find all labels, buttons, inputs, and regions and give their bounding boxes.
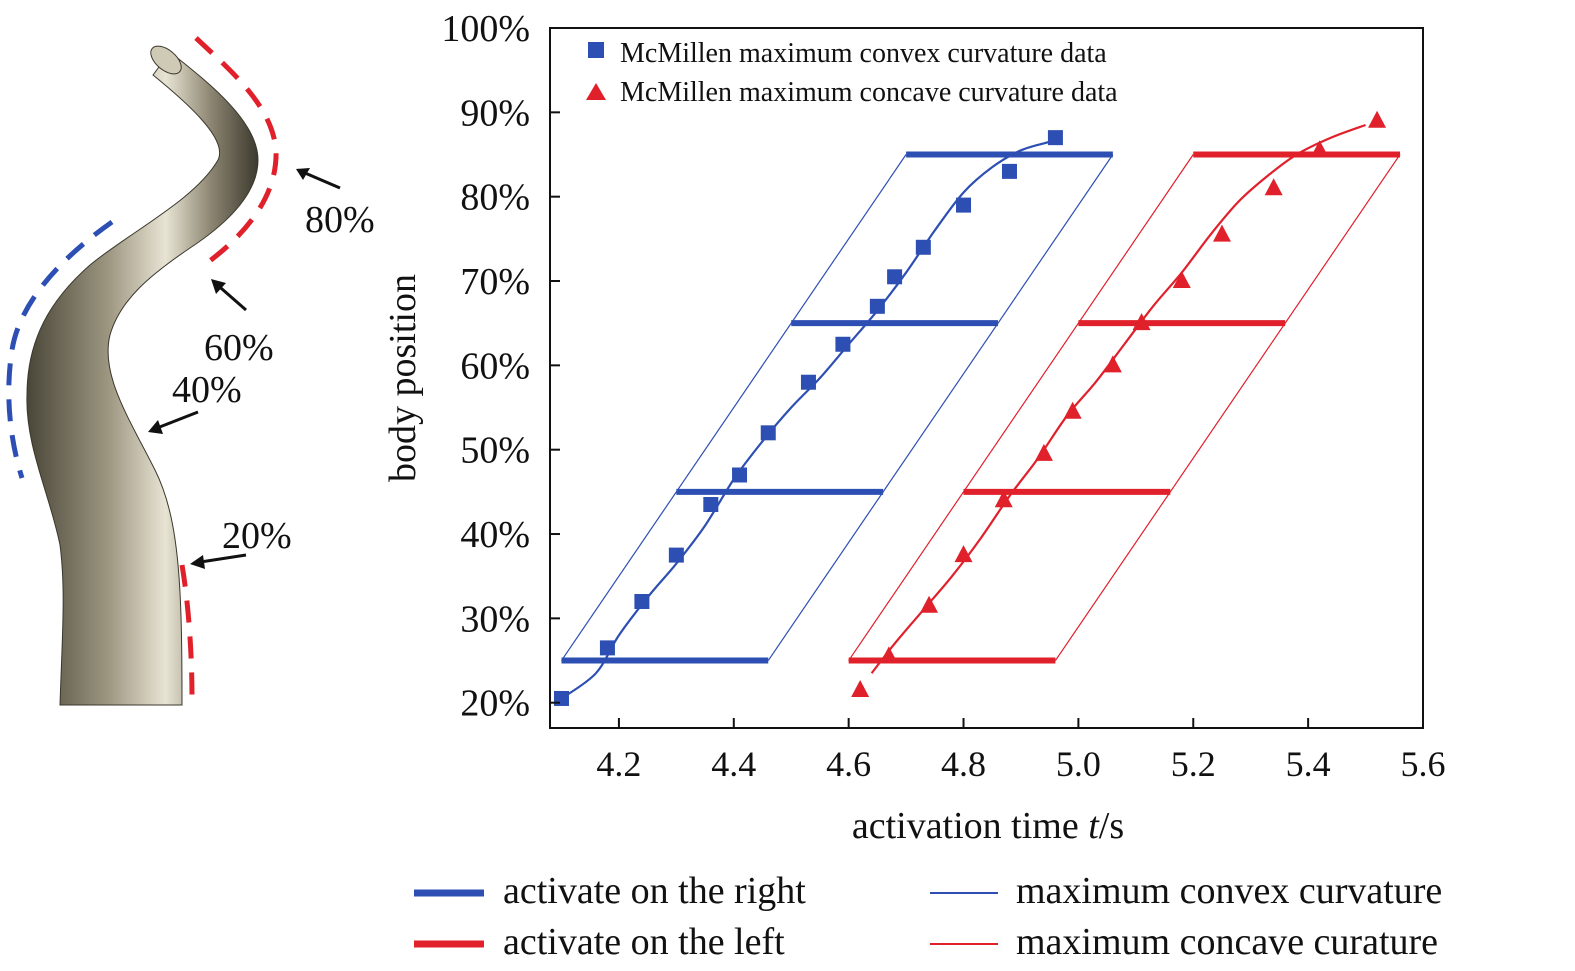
convex-data-point [760,425,776,441]
red-dashed-outline-top [194,36,279,271]
legend-label-convex: maximum convex curvature [1016,870,1442,912]
arrow-80 [296,168,341,190]
y-tick-label: 90% [460,92,530,134]
concave-data-point [1132,313,1151,331]
concave-data-point [1034,443,1053,461]
x-tick-label: 4.4 [711,744,756,784]
tube-shape [26,51,259,706]
convex-fit-curve [560,140,1050,700]
arrow-60 [211,279,247,312]
data-points [553,110,1387,706]
concave-band-line [1054,154,1401,661]
convex-band-line [560,154,907,661]
legend-label-left: activate on the left [503,921,785,963]
concave-data-point [1212,224,1231,242]
y-tick-label: 20% [460,683,530,725]
tube-end-cap [150,45,182,75]
x-tick-label: 5.4 [1286,744,1331,784]
y-tick-label: 80% [460,177,530,219]
concave-data-point [920,595,939,613]
concave-data-point [1264,178,1283,196]
bottom-legend: activate on the right maximum convex cur… [414,870,1442,963]
illustration-label-20: 20% [222,515,292,557]
convex-data-point [835,336,851,352]
x-tick-label: 5.2 [1171,744,1216,784]
concave-data-point [1103,355,1122,373]
x-axis-ticks: 4.2 4.4 4.6 4.8 5.0 5.2 5.4 5.6 [596,718,1446,784]
convex-data-point [1047,130,1063,146]
blue-dashed-outline [6,219,114,479]
legend-top-label-convex: McMillen maximum convex curvature data [620,38,1107,69]
convex-data-point [915,239,931,255]
x-tick-label: 5.6 [1401,744,1446,784]
y-tick-label: 60% [460,345,530,387]
x-tick-label: 5.0 [1056,744,1101,784]
legend-top-label-concave: McMillen maximum concave curvature data [620,77,1118,108]
concave-data-point [1172,271,1191,289]
legend-label-right: activate on the right [503,870,806,912]
convex-data-point [1001,163,1017,179]
concave-data-point [879,646,898,664]
illustration-label-40: 40% [172,369,242,411]
illustration-label-80: 80% [305,199,375,241]
curvature-band-lines [560,154,1401,661]
concave-data-point [1368,110,1387,128]
activation-bars [561,151,1401,664]
legend-label-concave: maximum concave curature [1016,921,1438,963]
red-dashed-outline-bottom [179,564,195,699]
convex-data-point [553,690,569,706]
x-axis-label: activation time t/s [852,805,1124,847]
top-legend: McMillen maximum convex curvature data M… [586,38,1118,108]
concave-data-point [954,545,973,563]
concave-band-line [848,154,1194,661]
convex-data-point [703,497,719,513]
convex-data-point [887,269,903,285]
plot-frame [549,27,1424,729]
concave-data-point [1063,401,1082,419]
convex-band-line [767,154,1114,661]
legend-marker-triangle [586,83,606,100]
body-illustration: 80% 60% 40% 20% [6,36,375,706]
convex-data-point [800,374,816,390]
arrow-20 [190,553,247,569]
convex-data-point [869,298,885,314]
x-tick-label: 4.2 [596,744,641,784]
convex-data-point [599,640,615,656]
arrow-40 [148,410,199,434]
y-axis-label: body position [382,274,424,482]
y-tick-label: 100% [441,8,530,50]
x-tick-label: 4.8 [941,744,986,784]
convex-data-point [668,547,684,563]
concave-data-point [1310,140,1329,158]
y-tick-label: 70% [460,261,530,303]
convex-data-point [634,593,650,609]
y-tick-label: 50% [460,430,530,472]
convex-data-point [956,197,972,213]
illustration-label-60: 60% [204,327,274,369]
convex-data-point [732,467,748,483]
y-axis-ticks: 20% 30% 40% 50% 60% 70% 80% 90% 100% [441,8,560,725]
concave-data-point [994,490,1013,508]
y-tick-label: 40% [460,514,530,556]
concave-data-point [851,680,870,698]
legend-marker-square [588,42,604,58]
x-tick-label: 4.6 [826,744,871,784]
chart: 4.2 4.4 4.6 4.8 5.0 5.2 5.4 5.6 20% 30% 40% 50% 60%… [382,8,1446,847]
y-tick-label: 30% [460,598,530,640]
